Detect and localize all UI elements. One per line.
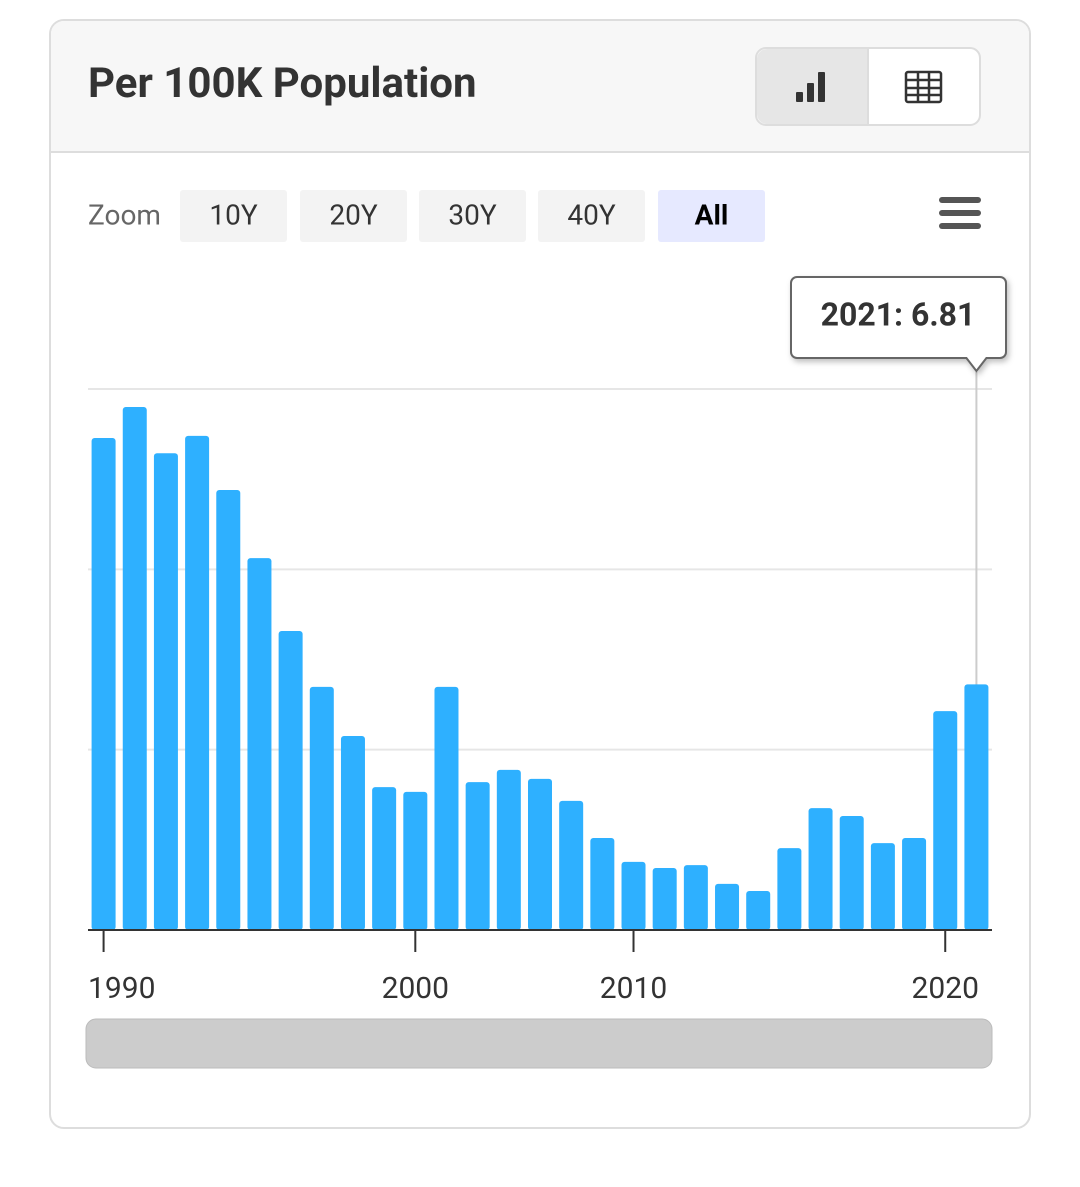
bar[interactable]: [372, 787, 397, 930]
bar[interactable]: [278, 631, 303, 930]
bar[interactable]: [590, 838, 615, 930]
zoom-button[interactable]: [180, 190, 287, 242]
x-tick-label: 2020: [912, 971, 979, 1006]
bar[interactable]: [496, 769, 521, 930]
x-tick-label: 2000: [382, 971, 449, 1006]
zoom-button-label: 40Y: [567, 198, 615, 231]
bar[interactable]: [91, 438, 116, 930]
zoom-button-label: All: [695, 198, 729, 231]
title: Per 100K Population: [88, 59, 477, 108]
zoom-button-label: 20Y: [329, 198, 377, 231]
bar[interactable]: [528, 778, 552, 930]
bar[interactable]: [839, 816, 864, 930]
tooltip-text: 2021: 6.81: [821, 295, 976, 333]
scrollbar[interactable]: [85, 1018, 993, 1069]
bar[interactable]: [465, 782, 490, 930]
x-tick-label: 1990: [88, 971, 155, 1006]
bar[interactable]: [153, 453, 178, 930]
bar[interactable]: [870, 843, 895, 930]
bar[interactable]: [683, 865, 708, 930]
bar[interactable]: [715, 883, 740, 930]
bar[interactable]: [434, 686, 459, 930]
bar[interactable]: [340, 735, 365, 930]
bar[interactable]: [964, 684, 989, 930]
bar[interactable]: [777, 848, 802, 930]
zoom-button[interactable]: [300, 190, 407, 242]
bar[interactable]: [185, 435, 210, 930]
bar[interactable]: [933, 711, 958, 930]
bar[interactable]: [216, 489, 241, 930]
bar[interactable]: [247, 558, 272, 930]
bar[interactable]: [652, 867, 677, 930]
table-icon[interactable]: [904, 70, 943, 104]
zoom-button[interactable]: [419, 190, 526, 242]
bar-icon: [796, 72, 825, 102]
zoom-button-label: 10Y: [209, 198, 257, 231]
bar[interactable]: [621, 861, 646, 930]
bar[interactable]: [746, 891, 771, 930]
zoom-button-label: 30Y: [448, 198, 496, 231]
bar[interactable]: [902, 838, 927, 930]
bar[interactable]: [808, 808, 833, 930]
tooltip-box: [790, 276, 1007, 373]
view-toggle: [755, 47, 981, 126]
bar[interactable]: [403, 791, 428, 930]
zoom-button[interactable]: [538, 190, 645, 242]
bar[interactable]: [559, 800, 584, 930]
zoom-button[interactable]: [658, 190, 765, 242]
x-tick-label: 2010: [600, 971, 667, 1006]
menu-icon[interactable]: [939, 197, 981, 229]
zoom-label: Zoom: [88, 198, 161, 231]
bar[interactable]: [122, 407, 147, 930]
bar[interactable]: [309, 686, 334, 930]
